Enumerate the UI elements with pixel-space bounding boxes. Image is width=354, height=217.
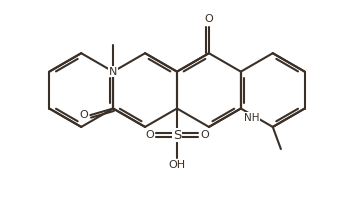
Text: O: O: [200, 130, 209, 140]
Text: N: N: [109, 67, 117, 77]
Text: OH: OH: [169, 160, 185, 170]
Text: NH: NH: [244, 113, 259, 123]
Text: O: O: [79, 110, 88, 120]
Text: O: O: [145, 130, 154, 140]
Text: O: O: [205, 15, 213, 25]
Text: S: S: [173, 128, 181, 141]
